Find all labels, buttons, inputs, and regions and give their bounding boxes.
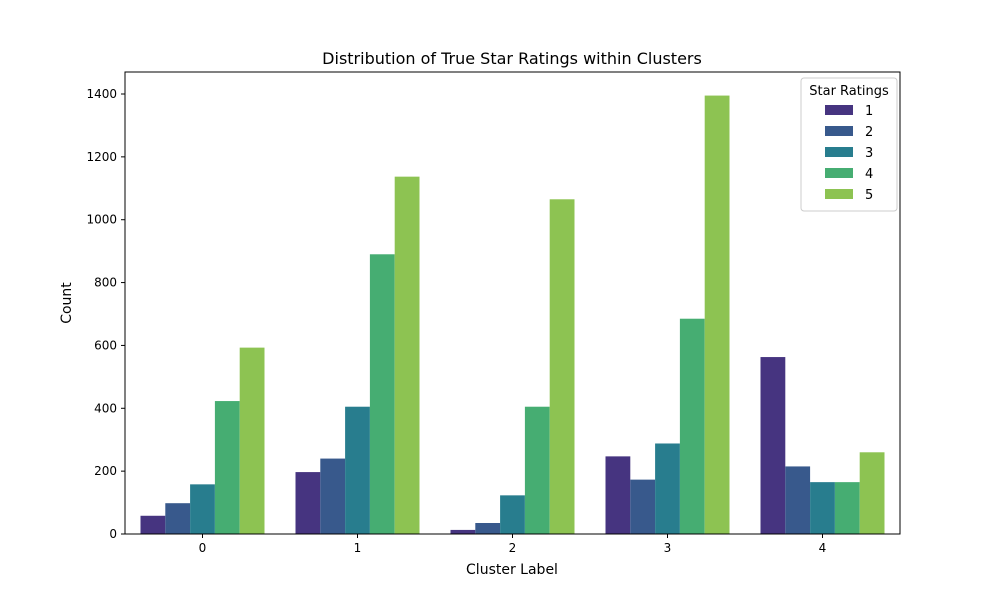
y-tick-label: 1400 (86, 87, 117, 101)
legend-swatch (825, 168, 853, 178)
y-tick-label: 400 (94, 401, 117, 415)
legend-swatch (825, 147, 853, 157)
bar (834, 482, 860, 534)
bar (785, 466, 811, 534)
bar (295, 472, 321, 534)
x-tick-label: 1 (354, 541, 362, 555)
x-tick-label: 3 (664, 541, 672, 555)
bar (450, 529, 476, 534)
bar (655, 443, 680, 534)
y-tick-label: 600 (94, 338, 117, 352)
y-tick-label: 1200 (86, 150, 117, 164)
bar (394, 176, 420, 534)
bar (704, 95, 730, 535)
bar (859, 452, 885, 534)
x-axis-label: Cluster Label (466, 562, 558, 578)
bar (165, 503, 191, 534)
bar (679, 318, 705, 534)
x-tick-label: 4 (819, 541, 827, 555)
y-tick-label: 200 (94, 464, 117, 478)
bar (630, 479, 656, 534)
y-tick-label: 1000 (86, 213, 117, 227)
bar (214, 401, 240, 534)
bar (239, 347, 265, 534)
legend-swatch (825, 105, 853, 115)
legend-label: 2 (865, 125, 873, 140)
legend-label: 4 (865, 167, 873, 182)
y-tick-label: 0 (109, 527, 117, 541)
plot-area: 0 1 2 3 4 0 200 400 600 800 1000 1200 1400 (86, 71, 901, 555)
legend-label: 1 (865, 104, 873, 119)
chart-title: Distribution of True Star Ratings within… (322, 49, 702, 68)
legend-label: 3 (865, 146, 873, 161)
legend-swatch (825, 189, 853, 199)
x-tick-label: 0 (199, 541, 207, 555)
legend: Star Ratings 1 2 3 4 5 (800, 77, 898, 212)
y-axis-label: Count (59, 282, 75, 324)
bar (810, 482, 835, 534)
legend-swatch (825, 126, 853, 136)
x-tick-label: 2 (509, 541, 517, 555)
bar (345, 406, 370, 534)
bar (190, 484, 215, 534)
legend-label: 5 (865, 188, 873, 203)
bar (524, 406, 550, 534)
bar (605, 456, 631, 534)
bar (760, 357, 786, 534)
bar (500, 495, 525, 534)
bar (140, 515, 166, 534)
legend-title: Star Ratings (809, 84, 889, 99)
bar (549, 199, 575, 535)
y-tick-label: 800 (94, 276, 117, 290)
bar (475, 523, 501, 534)
bar (369, 254, 395, 535)
bar (320, 458, 346, 534)
